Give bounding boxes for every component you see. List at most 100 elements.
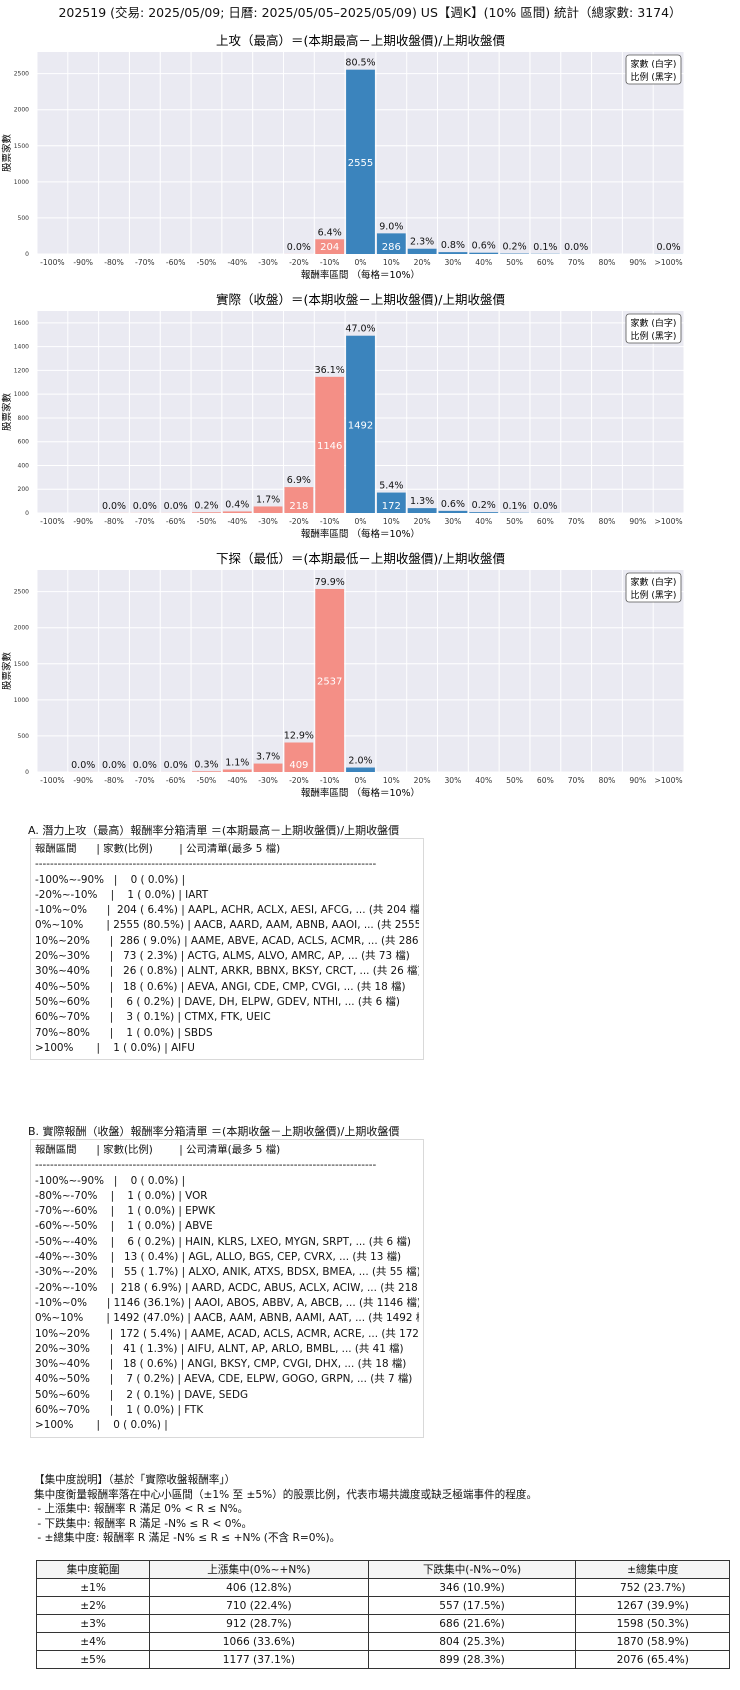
x-tick-label: 40% [475, 258, 492, 267]
concentration-note-line: - ±總集中度: 報酬率 R 滿足 -N% ≤ R ≤ +N% (不含 R=0%… [34, 1532, 341, 1545]
bar [346, 335, 375, 513]
bar-pct-label: 0.6% [441, 499, 465, 510]
x-tick-label: -90% [73, 517, 93, 526]
x-tick-label: -30% [258, 517, 278, 526]
x-tick-label: 20% [414, 776, 431, 785]
bar-pct-label: 0.2% [472, 500, 496, 511]
list-row: -20%~-10% | 218 ( 6.9%) | AARD, ACDC, AB… [35, 1281, 419, 1294]
list-a-box: 報酬區間 | 家數(比例) | 公司清單(最多 5 檔) ------------… [30, 838, 424, 1061]
x-tick-label: 20% [414, 517, 431, 526]
bar-pct-label: 1.7% [256, 494, 280, 505]
x-tick-label: -60% [166, 776, 186, 785]
concentration-note-line: 集中度衡量報酬率落在中心小區間（±1% 至 ±5%）的股票比例，代表市場共識度或… [34, 1488, 538, 1501]
bar [192, 771, 221, 772]
bar-pct-label: 0.0% [133, 760, 157, 771]
x-tick-label: 90% [629, 776, 646, 785]
list-row: -30%~-20% | 55 ( 1.7%) | ALXO, ANIK, ATX… [35, 1266, 419, 1279]
concentration-note-line: - 下跌集中: 報酬率 R 滿足 -N% ≤ R < 0%。 [34, 1517, 253, 1530]
bar [469, 512, 499, 513]
x-tick-label: -20% [289, 258, 309, 267]
bar-pct-label: 0.0% [657, 242, 681, 253]
legend-line-ratio: 比例 (黑字) [631, 71, 677, 83]
table-cell: ±3% [35, 1614, 151, 1633]
concentration-notes: 【集中度說明】（基於「實際收盤報酬率」） 集中度衡量報酬率落在中心小區間（±1% … [34, 1473, 537, 1546]
x-tick-label: -90% [73, 258, 93, 267]
x-tick-label: 60% [537, 776, 554, 785]
table-cell: 1870 (58.9%) [575, 1632, 730, 1651]
bar [253, 763, 283, 772]
list-row: ----------------------------------------… [35, 858, 377, 871]
x-tick-label: -100% [40, 776, 64, 785]
bar-count-label: 204 [320, 242, 339, 253]
table-cell: ±1% [35, 1578, 151, 1597]
bar-pct-label: 0.0% [164, 760, 188, 771]
list-row: 20%~30% | 73 ( 2.3%) | ACTG, ALMS, ALVO,… [35, 950, 410, 963]
list-row: >100% | 0 ( 0.0%) | [35, 1419, 168, 1432]
x-axis-label: 報酬率區間 （每格＝10%） [301, 528, 420, 540]
bar-pct-label: 0.3% [194, 759, 218, 770]
bar-pct-label: 0.0% [102, 501, 126, 512]
x-tick-label: 10% [383, 776, 400, 785]
list-row: 60%~70% | 1 ( 0.0%) | FTK [35, 1404, 204, 1417]
table-cell: 912 (28.7%) [149, 1614, 369, 1633]
bar-pct-label: 6.4% [318, 227, 342, 238]
x-tick-label: -70% [135, 517, 155, 526]
bar-pct-label: 1.3% [410, 496, 434, 507]
x-tick-label: 10% [383, 517, 400, 526]
x-axis-label: 報酬率區間 （每格＝10%） [301, 269, 420, 281]
list-row: -50%~-40% | 6 ( 0.2%) | HAIN, KLRS, LXEO… [35, 1235, 411, 1248]
table-header-cell: ±總集中度 [575, 1560, 730, 1579]
x-tick-label: 0% [354, 776, 366, 785]
x-tick-label: 10% [383, 258, 400, 267]
x-tick-label: -80% [104, 517, 124, 526]
x-tick-label: -90% [73, 776, 93, 785]
table-cell: ±2% [35, 1596, 151, 1615]
bar [222, 769, 252, 772]
x-tick-label: -30% [258, 776, 278, 785]
bar-count-label: 2555 [348, 158, 373, 169]
bar-pct-label: 79.9% [315, 577, 345, 588]
y-tick-label: 1500 [14, 661, 29, 668]
table-cell: 1598 (50.3%) [575, 1614, 730, 1633]
list-a-title: A. 潛力上攻（最高）報酬率分箱清單 ＝(本期最高－上期收盤價)/上期收盤價 [28, 824, 400, 837]
bar [253, 506, 283, 513]
table-row: ±5% 1177 (37.1%) 899 (28.3%) 2076 (65.4%) [35, 1650, 730, 1669]
list-row: -100%~-90% | 0 ( 0.0%) | [35, 1174, 186, 1187]
x-tick-label: >100% [655, 258, 683, 267]
bar [346, 767, 375, 772]
x-tick-label: -100% [40, 517, 64, 526]
y-tick-label: 600 [18, 439, 30, 446]
bar-pct-label: 0.0% [287, 242, 311, 253]
list-row: 60%~70% | 3 ( 0.1%) | CTMX, FTK, UEIC [35, 1011, 271, 1024]
x-tick-label: 90% [629, 258, 646, 267]
x-tick-label: -30% [258, 258, 278, 267]
legend-box [625, 313, 682, 344]
table-header-cell: 下跌集中(-N%~0%) [367, 1560, 577, 1579]
table-cell: 1177 (37.1%) [149, 1650, 369, 1669]
bar-pct-label: 0.8% [441, 240, 465, 251]
bar [376, 492, 406, 513]
bar-pct-label: 47.0% [345, 324, 375, 335]
table-row: ±3% 912 (28.7%) 686 (21.6%) 1598 (50.3%) [35, 1614, 730, 1633]
bar-pct-label: 0.4% [225, 499, 249, 510]
bar [346, 69, 375, 254]
bar-pct-label: 0.0% [102, 760, 126, 771]
bar-pct-label: 0.1% [502, 501, 526, 512]
list-row: 0%~10% | 1492 (47.0%) | AACB, AAM, ABNB,… [35, 1312, 419, 1325]
x-tick-label: -20% [289, 517, 309, 526]
concentration-table: 集中度範圍 上漲集中(0%~+N%) 下跌集中(-N%~0%) ±總集中度 ±1% 40… [35, 1560, 730, 1669]
concentration-note-line: - 上漲集中: 報酬率 R 滿足 0% < R ≤ N%。 [34, 1503, 249, 1516]
x-tick-label: -70% [135, 258, 155, 267]
bar-pct-label: 2.3% [410, 237, 434, 248]
bar-pct-label: 36.1% [315, 365, 345, 376]
x-tick-label: 30% [444, 258, 461, 267]
x-tick-label: 50% [506, 776, 523, 785]
bar [315, 239, 345, 254]
list-row: 報酬區間 | 家數(比例) | 公司清單(最多 5 檔) [35, 1144, 281, 1156]
chart-high: 上攻（最高）＝(本期最高－上期收盤價)/上期收盤價 0 500 1000 1500 200… [1, 33, 685, 281]
bar-pct-label: 3.7% [256, 752, 280, 763]
bar [284, 487, 314, 513]
legend-box [625, 54, 682, 85]
bar [438, 252, 468, 254]
x-tick-label: -50% [197, 258, 217, 267]
